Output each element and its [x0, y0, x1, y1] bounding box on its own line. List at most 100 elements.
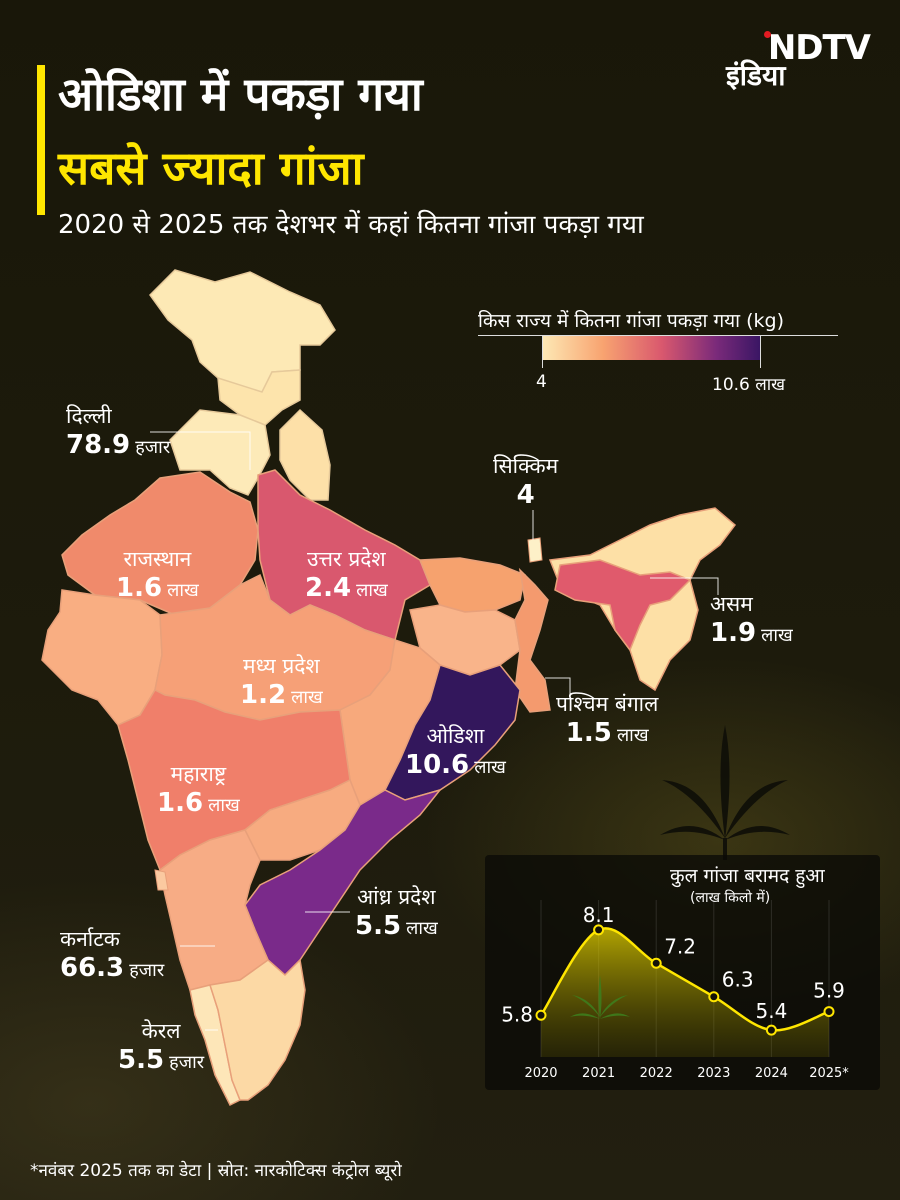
- state-unit: लाख: [356, 580, 388, 601]
- chart-x-tick-label: 2024: [755, 1066, 788, 1081]
- state-value: 66.3: [60, 953, 125, 983]
- state-unit: लाख: [406, 918, 438, 939]
- logo-line1: NDTV: [767, 28, 871, 68]
- state-name: महाराष्ट्र: [170, 762, 227, 786]
- state-name: पश्चिम बंगाल: [556, 692, 659, 716]
- title-accent-bar: [37, 65, 45, 215]
- line-chart: 5.8 8.1 7.2 6.35.4 5.9 2020 2021 2022 2023 2024 2…: [501, 900, 849, 1081]
- region-uttar-pradesh: [257, 469, 431, 641]
- state-name: उत्तर प्रदेश: [307, 547, 386, 571]
- label-uttar-pradesh: उत्तर प्रदेश 2.4 लाख: [305, 545, 388, 603]
- state-value: 5.5: [355, 911, 402, 941]
- state-unit: हजार: [135, 437, 171, 458]
- chart-title: कुल गांजा बरामद हुआ: [670, 865, 825, 887]
- region-goa: [154, 869, 169, 891]
- state-unit: लाख: [474, 757, 506, 778]
- state-name: दिल्ली: [66, 404, 112, 428]
- legend-tick-min: [542, 336, 543, 368]
- chart-x-tick-label: 2021: [582, 1066, 615, 1081]
- label-sikkim: सिक्किम 4: [493, 452, 558, 510]
- state-unit: हजार: [169, 1052, 205, 1073]
- state-value: 78.9: [66, 430, 131, 460]
- chart-data-label: 7.2: [664, 934, 696, 958]
- state-name: मध्य प्रदेश: [243, 654, 320, 678]
- legend-min-label: 4: [536, 372, 547, 392]
- state-unit: लाख: [167, 580, 199, 601]
- region-uttarakhand: [279, 408, 331, 501]
- label-west-bengal: पश्चिम बंगाल 1.5 लाख: [556, 690, 658, 748]
- state-value: 10.6: [405, 750, 470, 780]
- leader-delhi: [150, 431, 251, 470]
- region-bihar: [418, 557, 526, 613]
- region-gujarat: [41, 589, 163, 726]
- region-jammu-kashmir: [149, 269, 336, 393]
- ndtv-india-logo: NDTV इंडिया: [720, 28, 871, 92]
- chart-point: [823, 1006, 835, 1018]
- state-name: केरल: [141, 1019, 181, 1043]
- chart-subtitle: (लाख किलो में): [690, 890, 771, 906]
- legend-title: किस राज्य में कितना गांजा पकड़ा गया (kg): [478, 310, 785, 332]
- label-odisha: ओडिशा 10.6 लाख: [405, 722, 506, 780]
- chart-leaf-icon: [570, 975, 630, 1019]
- region-sikkim: [527, 537, 543, 563]
- chart-data-label: 8.1: [583, 903, 615, 927]
- region-tamil-nadu: [209, 958, 306, 1101]
- subtitle: 2020 से 2025 तक देशभर में कहां कितना गां…: [58, 210, 644, 240]
- legend-color-scale: [542, 336, 760, 360]
- label-maharashtra: महाराष्ट्र 1.6 लाख: [157, 760, 240, 818]
- chart-data-label: 5.9: [813, 979, 845, 1003]
- state-unit: लाख: [208, 795, 240, 816]
- footnote-source: *नवंबर 2025 तक का डेटा | स्रोत: नारकोटिक…: [30, 1161, 402, 1181]
- chart-data-label: 5.8: [501, 1002, 533, 1026]
- chart-point: [708, 991, 720, 1003]
- logo-red-dot: [764, 31, 771, 38]
- state-value: 2.4: [305, 573, 352, 603]
- chart-point: [765, 1024, 777, 1036]
- label-kerala: केरल 5.5 हजार: [118, 1017, 204, 1075]
- state-unit: हजार: [129, 960, 165, 981]
- state-name: राजस्थान: [123, 547, 192, 571]
- legend-max-label: 10.6 लाख: [712, 375, 786, 395]
- chart-data-label: 6.3: [722, 968, 754, 992]
- title-line2: सबसे ज्यादा गांजा: [58, 141, 364, 195]
- leader-assam: [650, 577, 719, 595]
- region-west-bengal: [514, 567, 551, 713]
- chart-data-label: 5.4: [755, 999, 787, 1023]
- cannabis-leaf-icon: [660, 725, 790, 860]
- chart-point: [593, 924, 605, 936]
- chart-x-tick-label: 2020: [524, 1066, 557, 1081]
- legend-tick-max: [760, 336, 761, 368]
- state-name: असम: [710, 592, 753, 616]
- state-unit: लाख: [761, 625, 793, 646]
- state-name: आंध्र प्रदेश: [357, 885, 436, 909]
- state-name: ओडिशा: [426, 724, 485, 748]
- region-karnataka: [159, 829, 269, 991]
- region-himachal: [217, 369, 301, 426]
- label-rajasthan: राजस्थान 1.6 लाख: [116, 545, 199, 603]
- chart-x-tick-label: 2022: [640, 1066, 673, 1081]
- chart-x-tick-label: 2025*: [809, 1066, 849, 1081]
- state-unit: लाख: [291, 687, 323, 708]
- label-assam: असम 1.9 लाख: [710, 590, 793, 648]
- chart-x-tick-label: 2023: [697, 1066, 730, 1081]
- state-value: 4: [516, 480, 535, 510]
- state-value: 1.9: [710, 618, 757, 648]
- label-karnataka: कर्नाटक 66.3 हजार: [60, 925, 164, 983]
- region-assam: [554, 559, 692, 652]
- state-value: 1.2: [240, 680, 287, 710]
- chart-point: [650, 957, 662, 969]
- logo-line2: इंडिया: [726, 59, 786, 92]
- state-value: 5.5: [118, 1045, 165, 1075]
- label-delhi: दिल्ली 78.9 हजार: [66, 402, 170, 460]
- state-unit: लाख: [616, 725, 649, 746]
- state-value: 1.6: [116, 573, 163, 603]
- state-value: 1.5: [565, 718, 612, 748]
- label-madhya-pradesh: मध्य प्रदेश 1.2 लाख: [240, 652, 323, 710]
- leader-west-bengal: [545, 677, 571, 695]
- state-value: 1.6: [157, 788, 204, 818]
- title-line1: ओडिशा में पकड़ा गया: [58, 67, 423, 121]
- legend-divider: [478, 335, 838, 336]
- chart-point: [535, 1009, 547, 1021]
- state-name: कर्नाटक: [60, 927, 120, 951]
